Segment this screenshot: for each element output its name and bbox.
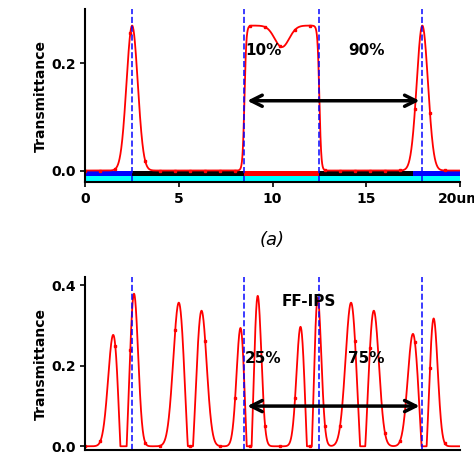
Text: FF-IPS: FF-IPS [282,294,336,309]
Text: 10%: 10% [245,43,282,58]
Bar [245,171,319,176]
Y-axis label: Transmittance: Transmittance [34,308,48,420]
Bar [413,171,460,176]
Bar [85,171,132,176]
Text: 75%: 75% [348,351,384,366]
Text: 25%: 25% [245,351,282,366]
Y-axis label: Transmittance: Transmittance [34,40,48,152]
Bar [85,171,460,181]
Text: (a): (a) [260,231,285,249]
Bar [85,171,460,176]
Text: 90%: 90% [348,43,384,58]
